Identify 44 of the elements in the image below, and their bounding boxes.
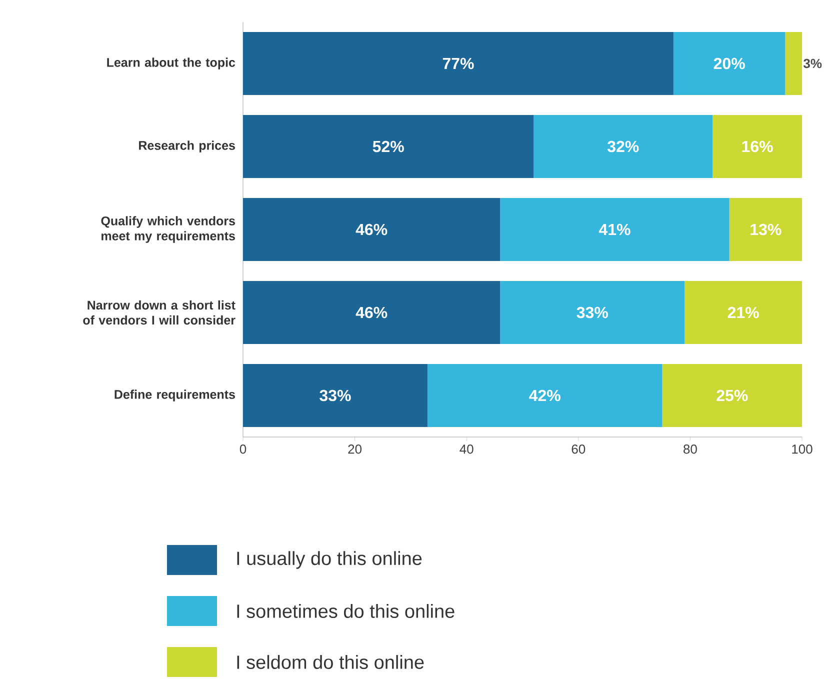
data-label: 32% [607, 140, 639, 152]
bar [662, 364, 802, 428]
x-tick-label: 0 [240, 444, 246, 454]
data-label: 25% [716, 390, 748, 402]
bar [785, 32, 802, 96]
x-tick-label: 60 [572, 444, 586, 454]
legend-label: I sometimes do this online [237, 604, 454, 618]
y-tick-label: Narrow down a short list of vendors I will consider [83, 300, 236, 325]
bar [729, 198, 802, 262]
data-label: 3% [804, 58, 822, 68]
y-tick-label: Qualify which vendors meet my requirements [101, 216, 235, 243]
bar [243, 364, 428, 428]
bar [500, 281, 685, 344]
data-label: 42% [529, 390, 560, 402]
data-label: 16% [742, 140, 773, 152]
y-tick-label: Learn about the topic [107, 58, 236, 70]
bar [243, 115, 534, 178]
bar [243, 32, 674, 96]
legend-label: I seldom do this online [237, 655, 424, 669]
data-label: 77% [442, 58, 474, 70]
y-tick-label: Research prices [139, 140, 235, 152]
bar [534, 115, 713, 178]
x-tick-label: 80 [684, 444, 697, 454]
bar [243, 198, 500, 262]
bar [427, 364, 662, 428]
x-tick-label: 100 [792, 444, 812, 454]
data-label: 20% [714, 58, 745, 70]
x-tick-label: 40 [460, 444, 474, 454]
bar [684, 281, 802, 344]
bar [243, 281, 500, 344]
data-label: 13% [750, 224, 782, 236]
bar [673, 32, 786, 96]
legend-label: I usually do this online [237, 551, 422, 569]
data-label: 33% [576, 306, 608, 318]
data-label: 33% [320, 390, 351, 402]
bar [712, 115, 802, 178]
bar [500, 198, 730, 262]
x-tick-label: 20 [348, 444, 362, 454]
y-tick-label: Define requirements [114, 390, 235, 402]
data-label: 46% [356, 306, 388, 318]
data-label: 41% [598, 224, 630, 236]
data-label: 21% [728, 306, 759, 318]
data-label: 46% [356, 224, 388, 236]
data-label: 52% [372, 140, 404, 152]
